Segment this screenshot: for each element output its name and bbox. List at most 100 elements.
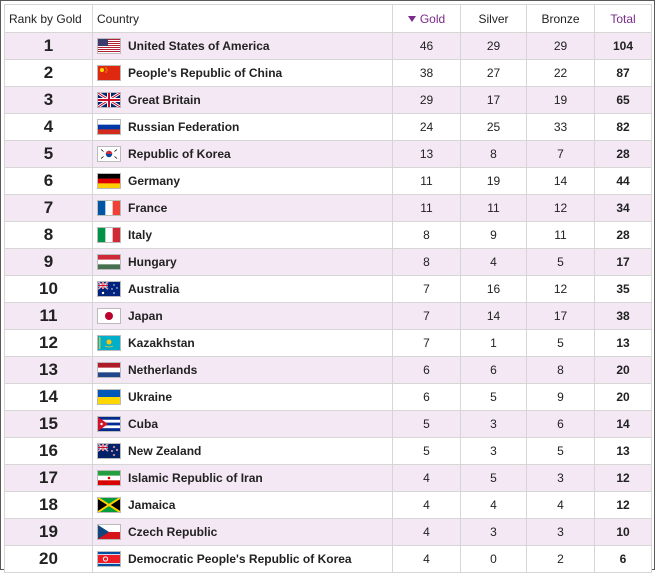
country-name[interactable]: Jamaica <box>128 498 176 512</box>
total-cell: 34 <box>594 194 652 222</box>
usa-flag-icon <box>97 38 121 54</box>
table-row: 11 Japan 7 14 17 38 <box>4 302 652 330</box>
country-name[interactable]: Republic of Korea <box>128 147 231 161</box>
country-cell[interactable]: Italy <box>92 221 393 249</box>
rank-cell: 2 <box>4 59 93 87</box>
country-name[interactable]: Russian Federation <box>128 120 240 134</box>
country-cell[interactable]: Japan <box>92 302 393 330</box>
country-cell[interactable]: Jamaica <box>92 491 393 519</box>
country-cell[interactable]: United States of America <box>92 32 393 60</box>
table-row: 19 Czech Republic 4 3 3 10 <box>4 518 652 546</box>
country-name[interactable]: Cuba <box>128 417 158 431</box>
country-column-header[interactable]: Country <box>92 4 393 33</box>
country-cell[interactable]: Great Britain <box>92 86 393 114</box>
country-name[interactable]: Germany <box>128 174 181 188</box>
country-cell[interactable]: Germany <box>92 167 393 195</box>
rank-cell: 16 <box>4 437 93 465</box>
silver-cell: 17 <box>460 86 527 114</box>
bronze-column-header[interactable]: Bronze <box>526 4 595 33</box>
silver-cell: 19 <box>460 167 527 195</box>
rank-cell: 7 <box>4 194 93 222</box>
country-cell[interactable]: Cuba <box>92 410 393 438</box>
italy-flag-icon <box>97 227 121 243</box>
table-row: 5 Republic of Korea 13 8 7 28 <box>4 140 652 168</box>
rank-column-header[interactable]: Rank by Gold <box>4 4 93 33</box>
total-column-header[interactable]: Total <box>594 4 652 33</box>
kazakhstan-flag-icon <box>97 335 121 351</box>
iran-flag-icon <box>97 470 121 486</box>
country-name[interactable]: Great Britain <box>128 93 201 107</box>
rank-cell: 3 <box>4 86 93 114</box>
country-name[interactable]: Islamic Republic of Iran <box>128 471 263 485</box>
bronze-cell: 3 <box>526 464 595 492</box>
country-name[interactable]: Japan <box>128 309 163 323</box>
gold-cell: 38 <box>392 59 461 87</box>
bronze-cell: 7 <box>526 140 595 168</box>
bronze-cell: 4 <box>526 491 595 519</box>
silver-cell: 8 <box>460 140 527 168</box>
country-cell[interactable]: Czech Republic <box>92 518 393 546</box>
bronze-cell: 29 <box>526 32 595 60</box>
country-name[interactable]: Kazakhstan <box>128 336 195 350</box>
country-name[interactable]: Czech Republic <box>128 525 218 539</box>
country-name[interactable]: Democratic People's Republic of Korea <box>128 552 352 566</box>
bronze-cell: 12 <box>526 194 595 222</box>
country-cell[interactable]: Australia <box>92 275 393 303</box>
country-cell[interactable]: France <box>92 194 393 222</box>
country-cell[interactable]: Russian Federation <box>92 113 393 141</box>
rank-cell: 6 <box>4 167 93 195</box>
gold-cell: 5 <box>392 437 461 465</box>
country-name[interactable]: Australia <box>128 282 180 296</box>
country-name[interactable]: Ukraine <box>128 390 173 404</box>
table-row: 4 Russian Federation 24 25 33 82 <box>4 113 652 141</box>
country-name[interactable]: New Zealand <box>128 444 202 458</box>
silver-cell: 3 <box>460 410 527 438</box>
country-cell[interactable]: Netherlands <box>92 356 393 384</box>
total-cell: 82 <box>594 113 652 141</box>
country-cell[interactable]: Kazakhstan <box>92 329 393 357</box>
rank-cell: 5 <box>4 140 93 168</box>
total-cell: 12 <box>594 491 652 519</box>
table-row: 2 People's Republic of China 38 27 22 87 <box>4 59 652 87</box>
silver-cell: 9 <box>460 221 527 249</box>
total-cell: 13 <box>594 437 652 465</box>
rank-cell: 12 <box>4 329 93 357</box>
country-cell[interactable]: Hungary <box>92 248 393 276</box>
rank-cell: 17 <box>4 464 93 492</box>
rank-cell: 1 <box>4 32 93 60</box>
rank-cell: 20 <box>4 545 93 573</box>
country-name[interactable]: Netherlands <box>128 363 198 377</box>
total-cell: 35 <box>594 275 652 303</box>
silver-cell: 27 <box>460 59 527 87</box>
ukraine-flag-icon <box>97 389 121 405</box>
country-cell[interactable]: Republic of Korea <box>92 140 393 168</box>
bronze-cell: 17 <box>526 302 595 330</box>
table-row: 7 France 11 11 12 34 <box>4 194 652 222</box>
gold-column-header[interactable]: Gold <box>392 4 461 33</box>
country-cell[interactable]: People's Republic of China <box>92 59 393 87</box>
table-row: 8 Italy 8 9 11 28 <box>4 221 652 249</box>
russia-flag-icon <box>97 119 121 135</box>
country-name[interactable]: United States of America <box>128 39 270 53</box>
gold-cell: 6 <box>392 383 461 411</box>
rank-cell: 9 <box>4 248 93 276</box>
gold-cell: 4 <box>392 491 461 519</box>
rank-cell: 10 <box>4 275 93 303</box>
country-cell[interactable]: Ukraine <box>92 383 393 411</box>
table-row: 17 Islamic Republic of Iran 4 5 3 12 <box>4 464 652 492</box>
country-cell[interactable]: Islamic Republic of Iran <box>92 464 393 492</box>
total-cell: 20 <box>594 383 652 411</box>
country-name[interactable]: Hungary <box>128 255 177 269</box>
silver-column-header[interactable]: Silver <box>460 4 527 33</box>
country-name[interactable]: Italy <box>128 228 153 242</box>
bronze-cell: 9 <box>526 383 595 411</box>
country-name[interactable]: France <box>128 201 168 215</box>
country-cell[interactable]: Democratic People's Republic of Korea <box>92 545 393 573</box>
china-flag-icon <box>97 65 121 81</box>
country-cell[interactable]: New Zealand <box>92 437 393 465</box>
total-cell: 10 <box>594 518 652 546</box>
silver-cell: 4 <box>460 248 527 276</box>
country-name[interactable]: People's Republic of China <box>128 66 283 80</box>
medal-table-body: 1 United States of America 46 29 29 104 2 Peopl… <box>4 32 652 573</box>
